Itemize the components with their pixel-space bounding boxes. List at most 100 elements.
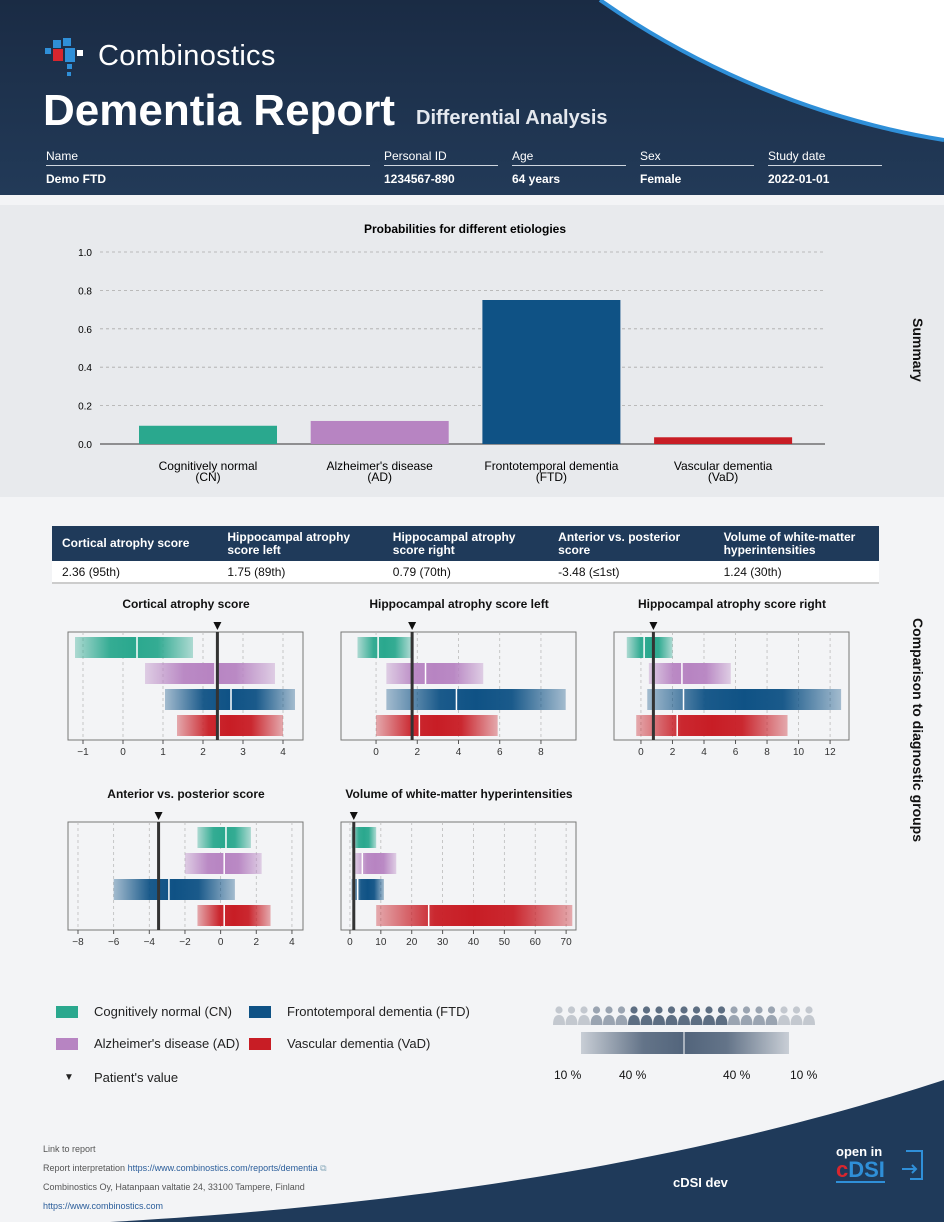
person-body-icon — [678, 1015, 690, 1025]
x-tick-label: Vascular dementia — [674, 459, 773, 473]
table-cell: 1.24 (30th) — [713, 561, 879, 584]
person-body-icon — [690, 1015, 703, 1025]
person-body-icon — [778, 1015, 790, 1025]
plot-frame — [67, 631, 304, 741]
x-tick-label: 30 — [437, 937, 449, 948]
x-tick-label: 0 — [638, 747, 644, 758]
chart-title: Hippocampal atrophy score left — [369, 597, 549, 611]
y-tick-label: 0.2 — [78, 402, 92, 413]
person-body-icon — [740, 1015, 753, 1025]
field-value: 1234567-890 — [384, 172, 455, 186]
plot-frame — [340, 821, 577, 931]
bar-vad — [654, 437, 793, 444]
x-tick-label: (FTD) — [536, 470, 567, 484]
range-chart: 0 2 4 6 8 10 12 — [613, 622, 850, 758]
legend-ftd: Frontotemporal dementia (FTD) — [249, 1004, 470, 1019]
x-tick-label: Alzheimer's disease — [327, 459, 434, 473]
range-bar-ftd — [386, 689, 566, 710]
scores-table: Cortical atrophy score Hippocampal atrop… — [52, 526, 879, 584]
x-tick-label: 4 — [456, 747, 462, 758]
y-tick-label: 0.8 — [78, 286, 92, 297]
patient-marker-triangle-icon — [408, 622, 417, 630]
person-body-icon — [665, 1015, 678, 1025]
legend-cn: Cognitively normal (CN) — [56, 1004, 232, 1019]
x-tick-label: 60 — [530, 937, 542, 948]
person-icon — [730, 1006, 738, 1014]
person-icon — [555, 1006, 563, 1014]
pct-label: 40 % — [723, 1068, 751, 1082]
table-row: 2.36 (95th) 1.75 (89th) 0.79 (70th) -3.4… — [52, 561, 879, 584]
y-tick-label: 0.0 — [78, 440, 92, 451]
table-header: Cortical atrophy score — [52, 526, 218, 561]
y-tick-label: 0.6 — [78, 325, 92, 336]
x-tick-label: 10 — [793, 747, 805, 758]
pct-label: 10 % — [790, 1068, 818, 1082]
person-body-icon — [590, 1015, 603, 1025]
patient-marker-triangle-icon — [349, 812, 358, 820]
person-icon — [792, 1006, 801, 1014]
patient-marker-triangle-icon — [649, 622, 658, 630]
x-tick-label: 12 — [825, 747, 837, 758]
person-icon — [667, 1006, 676, 1014]
cn-swatch — [56, 1005, 78, 1018]
person-body-icon — [653, 1015, 665, 1025]
x-tick-label: 8 — [538, 747, 544, 758]
range-chart: −1 0 1 2 3 4 — [67, 622, 304, 758]
range-bar-vad — [376, 715, 498, 736]
legend-label: Patient's value — [94, 1070, 179, 1085]
field-value: 64 years — [512, 172, 561, 186]
plot-frame — [613, 631, 850, 741]
patient-marker-triangle-icon — [154, 812, 163, 820]
range-bar-ad — [145, 663, 275, 684]
interp-link[interactable]: https://www.combinostics.com/reports/dem… — [127, 1163, 318, 1173]
person-icon — [742, 1006, 751, 1014]
open-in-cdsi-button[interactable]: open in cDSI — [834, 1143, 930, 1193]
range-bar-ftd — [165, 689, 295, 710]
table-header: Hippocampal atrophy score left — [217, 526, 383, 561]
table-cell: 0.79 (70th) — [382, 561, 549, 584]
external-link-icon: ⧉ — [320, 1163, 327, 1173]
x-tick-label: (CN) — [195, 470, 220, 484]
x-tick-label: −6 — [108, 937, 120, 948]
person-icon — [567, 1006, 576, 1014]
person-body-icon — [553, 1015, 565, 1025]
percentile-bar — [581, 1032, 789, 1054]
legend-label: Frontotemporal dementia (FTD) — [287, 1004, 470, 1019]
range-bar-ad — [648, 663, 731, 684]
x-tick-label: 4 — [280, 747, 286, 758]
company-website-link[interactable]: https://www.combinostics.com — [43, 1201, 164, 1211]
range-bar-ad — [184, 853, 262, 874]
x-tick-label: 0 — [218, 937, 224, 948]
person-icon — [755, 1006, 763, 1014]
person-icon — [805, 1006, 813, 1014]
person-body-icon — [715, 1015, 728, 1025]
bar-ftd — [482, 300, 621, 444]
field-label: Age — [512, 149, 626, 166]
x-tick-label: 0 — [120, 747, 126, 758]
x-tick-label: 3 — [240, 747, 246, 758]
person-body-icon — [803, 1015, 815, 1025]
person-icon — [592, 1006, 601, 1014]
field-label: Personal ID — [384, 149, 498, 166]
x-tick-label: 1 — [160, 747, 166, 758]
interp-label: Report interpretation — [43, 1163, 126, 1173]
range-bar-ad — [386, 663, 484, 684]
field-study-date: Study date 2022-01-01 — [768, 149, 882, 186]
person-icon — [642, 1006, 651, 1014]
x-tick-label: 4 — [701, 747, 707, 758]
range-chart: 0 10 20 30 40 50 60 70 — [340, 812, 577, 948]
x-tick-label: 40 — [468, 937, 480, 948]
range-bar-ftd — [113, 879, 235, 900]
x-tick-label: 10 — [375, 937, 387, 948]
x-tick-label: 2 — [254, 937, 260, 948]
x-tick-label: (AD) — [367, 470, 392, 484]
x-tick-label: (VaD) — [708, 470, 738, 484]
plot-frame — [67, 821, 304, 931]
bar-ad — [310, 420, 449, 444]
x-tick-label: −1 — [77, 747, 89, 758]
range-bar-vad — [197, 905, 271, 926]
person-body-icon — [790, 1015, 803, 1025]
table-header: Hippocampal atrophy score right — [382, 526, 549, 561]
person-icon — [717, 1006, 726, 1014]
vad-swatch — [249, 1037, 271, 1050]
